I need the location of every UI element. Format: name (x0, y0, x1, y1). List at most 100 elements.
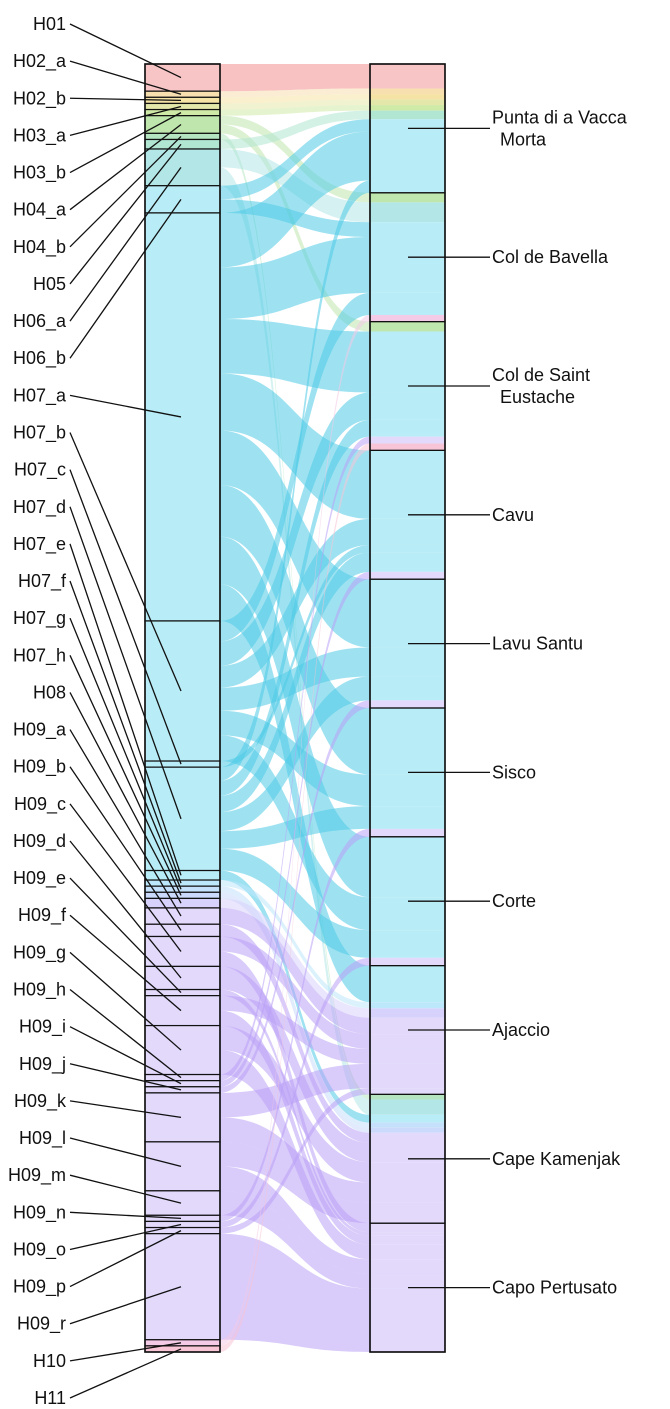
flow-h09-r-to-capo-pertusato (220, 1233, 370, 1352)
haplotype-label-h07-d: H07_d (13, 497, 66, 518)
haplotype-column-outline (144, 63, 221, 1353)
haplotype-label-h06-a: H06_a (13, 311, 67, 332)
haplotype-bar-h07-b (144, 620, 221, 762)
haplotype-label-h09-f: H09_f (18, 905, 67, 926)
haplotype-leader-h09-m (69, 1174, 182, 1204)
haplotype-label-h04-b: H04_b (13, 237, 66, 258)
location-slice-punta-di-a-vacca-morta (370, 99, 445, 106)
haplotype-leader-h07-b (69, 432, 182, 692)
flow-h07-a-to-cavu (220, 373, 370, 519)
haplotype-label-h11: H11 (34, 1388, 66, 1408)
flow-h07-b-to-col-de-saint-eustache (220, 392, 370, 666)
location-slice-col-de-bavella (370, 192, 445, 203)
flow-h09-g-to-cape-kamenjak (220, 1025, 370, 1183)
location-slice-col-de-saint-eustache (370, 436, 445, 444)
haplotype-bar-h09-a (144, 907, 221, 925)
haplotype-label-h09-i: H09_i (19, 1017, 66, 1038)
flow-h07-g-to-cape-kamenjak (220, 886, 370, 1128)
haplotype-leader-h09-b (69, 766, 182, 931)
haplotype-label-h07-e: H07_e (13, 534, 66, 555)
flow-h09-f-to-capo-pertusato (220, 1010, 370, 1245)
location-label-col-de-saint-eustache: Col de Saint Eustache (492, 365, 590, 407)
location-slice-cavu (370, 571, 445, 580)
flow-h01-to-punta-di-a-vacca-morta (220, 64, 370, 92)
haplotype-leader-h07-g (69, 617, 182, 890)
haplotype-label-h09-l: H09_l (19, 1128, 66, 1149)
location-column (369, 63, 446, 1353)
haplotype-leader-h09-g (69, 951, 182, 1051)
flow-h07-c-to-cavu (220, 544, 370, 768)
haplotype-leader-h07-h (69, 655, 182, 896)
flow-h09-h-to-col-de-saint-eustache (220, 436, 370, 1081)
location-label-col-de-bavella: Col de Bavella (492, 247, 609, 267)
haplotype-leader-h09-l (69, 1137, 182, 1167)
haplotype-label-h09-k: H09_k (14, 1091, 67, 1112)
haplotype-bar-h09-l (144, 1141, 221, 1192)
location-slice-cavu (370, 544, 445, 553)
location-slice-col-de-saint-eustache (370, 321, 445, 332)
haplotype-bar-h08 (144, 897, 221, 909)
haplotype-bar-h09-m (144, 1190, 221, 1216)
flow-h07-d-to-col-de-saint-eustache (220, 419, 370, 796)
haplotype-leader-h07-d (69, 506, 182, 820)
haplotype-bar-h02-a (144, 90, 221, 98)
flow-layer (220, 64, 370, 1352)
haplotype-bar-h04-a (144, 115, 221, 134)
haplotype-bar-h09-o (144, 1220, 221, 1229)
haplotype-labels: H01 H02_a H02_b H03_a H03_b H04_a H04_b H05 H06_… (8, 14, 182, 1408)
haplotype-leader-h09-p (69, 1230, 182, 1288)
flow-h09-l-to-capo-pertusato (220, 1166, 370, 1274)
flow-h02-a-to-punta-di-a-vacca-morta (220, 88, 370, 98)
haplotype-leader-h09-j (69, 1063, 182, 1091)
haplotype-leader-h02-a (69, 60, 182, 95)
haplotype-bar-h09-c (144, 935, 221, 968)
location-slice-punta-di-a-vacca-morta (370, 105, 445, 111)
haplotype-label-h02-b: H02_b (13, 88, 66, 109)
haplotype-leader-h06-a (69, 166, 182, 322)
haplotype-label-h01: H01 (33, 14, 66, 34)
haplotype-label-h09-h: H09_h (13, 980, 66, 1001)
flow-h09-p-to-ajaccio (220, 1088, 370, 1234)
haplotype-bar-h07-g (144, 885, 221, 893)
haplotype-label-h09-j: H09_j (19, 1054, 66, 1075)
haplotype-bar-h06-a (144, 148, 221, 187)
flow-h03-a-to-punta-di-a-vacca-morta (220, 99, 370, 110)
haplotype-leader-h09-e (69, 877, 182, 994)
haplotype-leader-h11 (69, 1348, 182, 1399)
location-slice-col-de-saint-eustache (370, 392, 445, 420)
haplotype-leader-h03-a (69, 105, 182, 137)
haplotype-label-h07-a: H07_a (13, 385, 67, 406)
location-slice-lavu-santu (370, 647, 445, 677)
flow-h07-a-to-punta-di-a-vacca-morta (220, 131, 370, 268)
haplotype-bar-h07-f (144, 879, 221, 887)
haplotype-label-h09-p: H09_p (13, 1277, 66, 1298)
haplotype-label-h09-m: H09_m (8, 1165, 66, 1186)
haplotype-label-h03-b: H03_b (13, 163, 66, 184)
flow-h07-f-to-ajaccio (220, 880, 370, 1009)
location-label-lavu-santu: Lavu Santu (492, 634, 583, 654)
location-slice-cape-kamenjak (370, 1162, 445, 1183)
haplotype-leader-h05 (69, 143, 182, 285)
location-slice-capo-pertusato (370, 1288, 445, 1352)
location-slice-col-de-bavella (370, 292, 445, 315)
location-slice-punta-di-a-vacca-morta (370, 64, 445, 89)
haplotype-label-h09-c: H09_c (14, 794, 66, 815)
location-labels: Punta di a Vacca Morta Col de Bavella Col d… (408, 107, 628, 1298)
flow-h05-to-punta-di-a-vacca-morta (220, 110, 370, 150)
haplotype-bar-h04-b (144, 132, 221, 141)
haplotype-leader-h02-b (69, 97, 182, 102)
haplotype-leader-h03-b (69, 112, 182, 174)
location-slice-punta-di-a-vacca-morta (370, 88, 445, 95)
flow-h07-d-to-corte (220, 848, 370, 958)
haplotype-leader-h10 (69, 1342, 182, 1362)
haplotype-label-h07-f: H07_f (18, 571, 67, 592)
haplotype-leader-h07-e (69, 543, 182, 876)
location-slice-ajaccio (370, 1002, 445, 1009)
haplotype-bar-h09-b (144, 923, 221, 938)
location-slice-cavu (370, 450, 445, 519)
haplotype-label-h09-b: H09_b (13, 757, 66, 778)
location-label-capo-pertusato: Capo Pertusato (492, 1278, 617, 1298)
flow-h09-l-to-cape-kamenjak (220, 1141, 370, 1224)
location-label-cavu: Cavu (492, 505, 534, 525)
